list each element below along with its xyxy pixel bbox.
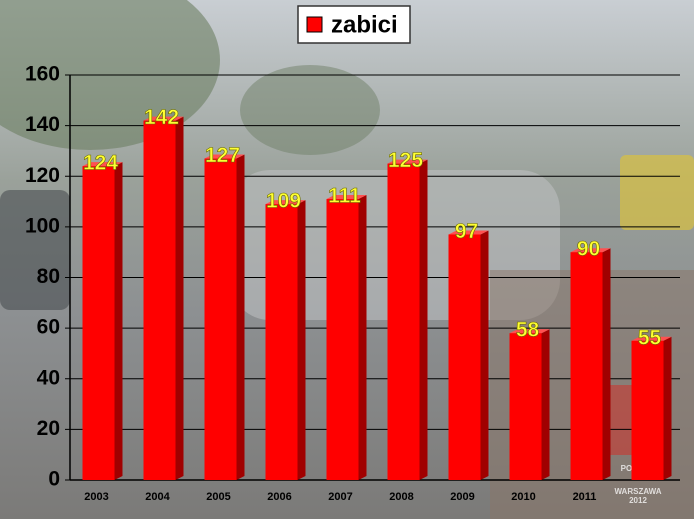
bar	[570, 252, 603, 480]
y-tick-label: 120	[25, 164, 60, 187]
bar-top	[631, 336, 672, 341]
bar-side	[419, 159, 428, 480]
value-label: 127	[205, 144, 240, 167]
watermark-text: 2012	[629, 496, 647, 505]
bar-top	[265, 200, 306, 205]
bar-top	[204, 154, 245, 159]
watermark-text: WARSZAWA	[614, 487, 661, 496]
value-label: 111	[328, 185, 361, 208]
value-label: 125	[388, 149, 423, 172]
value-label: 124	[83, 152, 118, 175]
value-label: 142	[144, 106, 179, 129]
van	[620, 155, 694, 230]
bar-top	[387, 159, 428, 164]
bar-side	[114, 162, 123, 480]
bar	[387, 163, 420, 480]
legend-swatch	[306, 16, 323, 33]
bar	[204, 158, 237, 480]
x-tick-label: 2008	[389, 491, 413, 503]
bar-side	[602, 248, 611, 480]
bar-side	[541, 329, 550, 480]
y-tick-label: 100	[25, 214, 60, 237]
bar	[82, 166, 115, 480]
x-tick-label: 2011	[573, 491, 597, 503]
trees	[240, 65, 380, 155]
value-label: 97	[455, 220, 478, 243]
bar	[326, 199, 359, 480]
bar-side	[236, 154, 245, 480]
bar	[448, 234, 481, 480]
bar-side	[480, 230, 489, 480]
car	[0, 190, 70, 310]
x-tick-label: 2009	[450, 491, 474, 503]
bar	[509, 333, 542, 480]
y-tick-label: 160	[25, 63, 60, 86]
bar-top	[143, 116, 184, 121]
y-tick-label: 40	[37, 366, 60, 389]
bar-top	[570, 248, 611, 253]
bar-top	[326, 195, 367, 200]
x-tick-label: 2003	[84, 491, 108, 503]
x-tick-label: 2010	[511, 491, 535, 503]
y-tick-label: 60	[37, 316, 60, 339]
value-label: 90	[577, 238, 600, 261]
bar-top	[448, 230, 489, 235]
y-tick-label: 0	[48, 468, 60, 491]
y-tick-label: 140	[25, 113, 60, 136]
value-label: 55	[638, 326, 662, 349]
y-tick-label: 80	[37, 265, 60, 288]
bar-side	[663, 336, 672, 480]
bar-side	[297, 200, 306, 480]
value-label: 58	[516, 319, 540, 342]
x-tick-label: 2004	[145, 491, 170, 503]
bar	[631, 340, 664, 480]
value-label: 109	[266, 190, 301, 213]
x-tick-label: 2006	[267, 491, 291, 503]
x-tick-label: 2005	[206, 491, 230, 503]
bar-side	[358, 195, 367, 480]
bar-top	[509, 329, 550, 334]
y-tick-label: 20	[37, 417, 60, 440]
bar-side	[175, 116, 184, 480]
bar-top	[82, 162, 123, 167]
bar	[143, 120, 176, 480]
x-tick-label: 2007	[328, 491, 352, 503]
legend-label: zabici	[331, 11, 398, 38]
bar	[265, 204, 298, 480]
